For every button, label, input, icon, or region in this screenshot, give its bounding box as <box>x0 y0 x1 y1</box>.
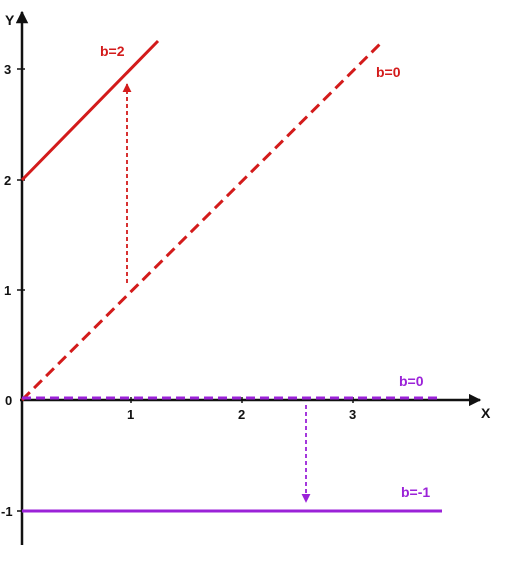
y-axis-label: Y <box>5 12 15 28</box>
x-tick-label: 1 <box>127 407 134 422</box>
y-tick-label: 0 <box>5 393 12 408</box>
x-axis-label: X <box>481 405 491 421</box>
red-solid-line-b2 <box>20 39 160 182</box>
label-purple-bminus1: b=-1 <box>401 484 430 500</box>
y-tick-label: 1 <box>4 283 11 298</box>
y-tick-label: 3 <box>4 62 11 77</box>
x-tick-label: 3 <box>349 407 356 422</box>
red-dashed-line-b0 <box>20 42 382 402</box>
label-red-b0: b=0 <box>376 64 401 80</box>
y-tick-label: -1 <box>1 504 13 519</box>
label-purple-b0: b=0 <box>399 373 424 389</box>
label-red-b2: b=2 <box>100 43 125 59</box>
x-tick-label: 2 <box>238 407 245 422</box>
y-tick-label: 2 <box>4 173 11 188</box>
